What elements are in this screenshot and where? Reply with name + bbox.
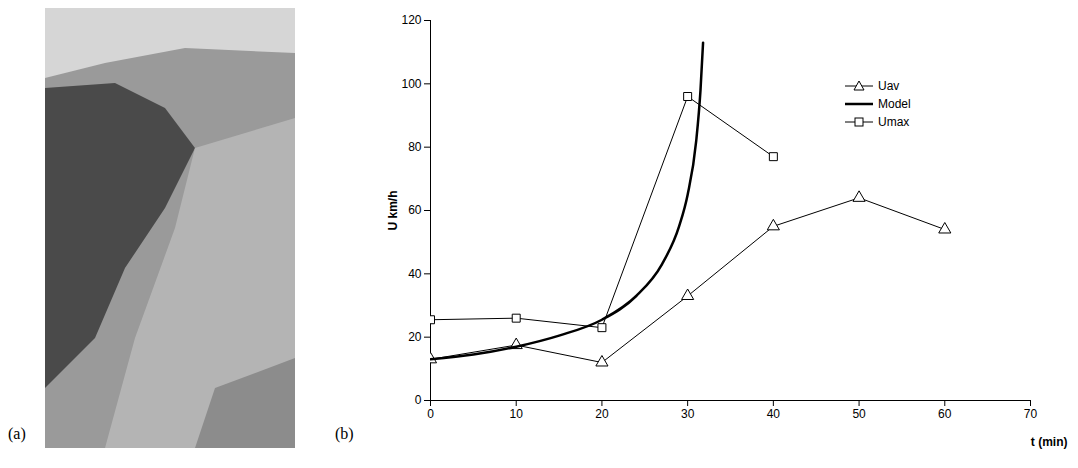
svg-text:120: 120 [401, 13, 421, 27]
svg-text:100: 100 [401, 77, 421, 91]
svg-text:30: 30 [681, 407, 695, 421]
svg-text:10: 10 [510, 407, 524, 421]
svg-text:0: 0 [415, 393, 422, 407]
html-text:(b): (b) [335, 425, 354, 442]
svg-text:60: 60 [938, 407, 952, 421]
svg-text:80: 80 [408, 140, 422, 154]
html-text:Model: Model [878, 97, 911, 111]
svg-text:70: 70 [1024, 407, 1038, 421]
svg-text:40: 40 [408, 267, 422, 281]
svg-text:20: 20 [408, 330, 422, 344]
svg-text:60: 60 [408, 203, 422, 217]
svg-text:t (min): t (min) [1031, 435, 1068, 449]
svg-text:50: 50 [852, 407, 866, 421]
svg-text:U km/h: U km/h [386, 190, 400, 230]
html-text:Umax: Umax [878, 115, 910, 129]
html-text:Uav: Uav [878, 79, 900, 93]
html-text:(a): (a) [8, 425, 26, 442]
svg-text:0: 0 [427, 407, 434, 421]
svg-text:20: 20 [595, 407, 609, 421]
svg-text:40: 40 [767, 407, 781, 421]
